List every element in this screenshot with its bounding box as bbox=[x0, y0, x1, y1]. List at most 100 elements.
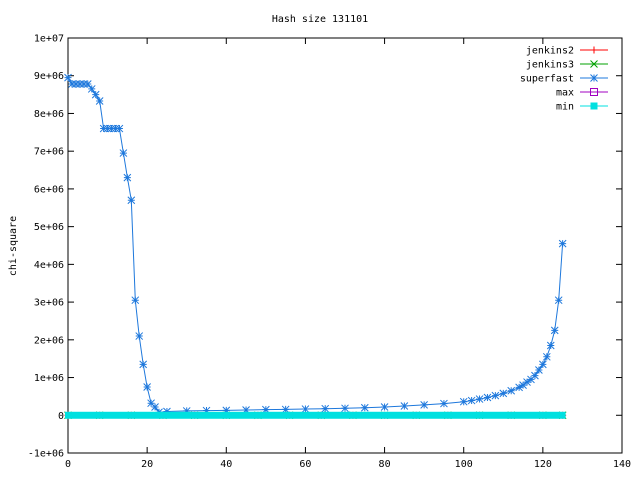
y-tick-label: 0 bbox=[58, 411, 64, 422]
data-point bbox=[99, 124, 108, 133]
y-tick-label: 3e+06 bbox=[34, 298, 64, 309]
data-point bbox=[115, 124, 124, 133]
data-point bbox=[103, 124, 112, 133]
series-band bbox=[65, 411, 566, 419]
data-point bbox=[262, 405, 270, 414]
y-tick-label: -1e+06 bbox=[28, 449, 64, 460]
legend-label: jenkins3 bbox=[526, 60, 574, 71]
data-point bbox=[420, 401, 428, 409]
data-point bbox=[523, 378, 531, 386]
data-point bbox=[519, 381, 527, 389]
legend-label: jenkins2 bbox=[526, 46, 574, 57]
data-point bbox=[147, 399, 155, 408]
legend-item-min: min bbox=[556, 102, 608, 113]
data-point bbox=[321, 404, 330, 413]
data-point bbox=[554, 296, 563, 305]
series-min bbox=[65, 411, 566, 419]
data-point bbox=[499, 389, 508, 398]
series-layer bbox=[64, 73, 567, 420]
data-point bbox=[242, 406, 250, 414]
x-tick-label: 140 bbox=[613, 459, 631, 470]
data-point bbox=[301, 405, 310, 413]
x-tick-label: 20 bbox=[141, 459, 153, 470]
legend-item-jenkins3: jenkins3 bbox=[526, 60, 608, 71]
data-point bbox=[542, 352, 551, 361]
data-point bbox=[467, 396, 476, 405]
data-point bbox=[539, 360, 547, 369]
data-point bbox=[202, 406, 211, 415]
data-point bbox=[590, 60, 598, 68]
data-point bbox=[380, 403, 389, 411]
data-point bbox=[558, 239, 567, 248]
legend-label: min bbox=[556, 102, 574, 113]
data-point bbox=[590, 88, 598, 96]
data-point bbox=[151, 403, 159, 411]
data-point bbox=[76, 80, 84, 88]
data-point bbox=[135, 332, 144, 340]
data-point bbox=[91, 90, 100, 99]
x-tick-label: 60 bbox=[299, 459, 311, 470]
data-point bbox=[139, 360, 148, 369]
data-point bbox=[475, 395, 484, 403]
data-point bbox=[483, 393, 492, 402]
y-tick-label: 5e+06 bbox=[34, 222, 64, 233]
data-point bbox=[87, 85, 96, 93]
data-point bbox=[64, 73, 72, 82]
y-tick-label: 2e+06 bbox=[34, 335, 64, 346]
data-point bbox=[79, 80, 88, 88]
data-point bbox=[107, 124, 116, 133]
y-tick-label: 1e+07 bbox=[34, 34, 64, 45]
data-point bbox=[535, 366, 543, 374]
data-point bbox=[163, 407, 171, 416]
y-axis: -1e+06 0 1e+06 2e+06 3e+06 4e+06 5e+06 6e+06 7e+… bbox=[28, 34, 622, 460]
data-point bbox=[550, 326, 559, 335]
x-tick-label: 0 bbox=[65, 459, 71, 470]
data-point bbox=[341, 404, 349, 413]
data-point bbox=[546, 341, 555, 350]
data-point bbox=[119, 149, 128, 157]
series-line bbox=[67, 77, 564, 413]
y-tick-label: 8e+06 bbox=[34, 109, 64, 120]
data-point bbox=[72, 80, 80, 88]
data-point bbox=[590, 102, 598, 110]
data-point bbox=[360, 403, 369, 412]
y-tick-label: 1e+06 bbox=[34, 373, 64, 384]
data-point bbox=[68, 80, 76, 88]
legend-item-max: max bbox=[556, 88, 608, 99]
data-point bbox=[123, 173, 132, 182]
legend: jenkins2 jenkins3 superfast max min bbox=[520, 46, 608, 113]
data-point bbox=[83, 80, 92, 88]
data-point bbox=[281, 405, 290, 414]
data-point bbox=[507, 386, 516, 395]
data-point bbox=[400, 402, 409, 410]
data-point bbox=[131, 296, 140, 305]
legend-item-jenkins2: jenkins2 bbox=[526, 46, 608, 57]
y-tick-label: 4e+06 bbox=[34, 260, 64, 271]
x-tick-label: 120 bbox=[534, 459, 552, 470]
y-tick-label: 9e+06 bbox=[34, 71, 64, 82]
data-point bbox=[590, 46, 598, 54]
legend-label: superfast bbox=[520, 74, 574, 85]
series-superfast bbox=[64, 73, 567, 417]
chart-title: Hash size 131101 bbox=[272, 14, 368, 25]
data-point bbox=[182, 407, 191, 415]
data-point bbox=[459, 397, 468, 406]
data-point bbox=[440, 399, 448, 408]
legend-label: max bbox=[556, 88, 574, 99]
data-point bbox=[527, 375, 535, 384]
data-point bbox=[491, 391, 500, 400]
x-tick-label: 100 bbox=[455, 459, 473, 470]
y-tick-label: 6e+06 bbox=[34, 184, 64, 195]
y-tick-label: 7e+06 bbox=[34, 147, 64, 158]
data-point bbox=[111, 124, 120, 133]
data-point bbox=[531, 371, 539, 380]
y-axis-label: chi-square bbox=[8, 216, 19, 276]
legend-item-superfast: superfast bbox=[520, 74, 608, 85]
data-point bbox=[222, 406, 231, 415]
x-tick-label: 80 bbox=[379, 459, 391, 470]
data-point bbox=[143, 383, 151, 391]
plot-frame bbox=[67, 37, 623, 454]
data-point bbox=[127, 196, 136, 205]
data-point bbox=[515, 383, 523, 392]
